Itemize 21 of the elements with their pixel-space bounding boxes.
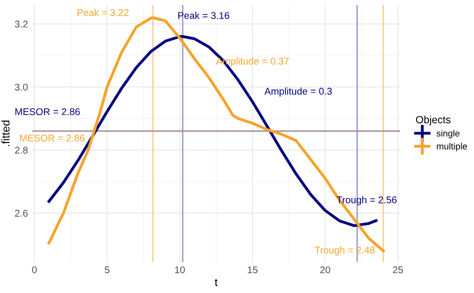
x-tick-label: 25: [392, 266, 403, 274]
legend-label: multiple: [436, 142, 468, 152]
x-tick-label: 15: [248, 266, 258, 274]
x-tick-label: 5: [104, 266, 110, 274]
x-tick-label: 0: [32, 266, 37, 274]
legend-label: single: [436, 130, 460, 138]
x-axis-title: t: [214, 278, 218, 286]
y-tick-label: 2.8: [15, 146, 28, 154]
annotation: Peak = 3.22: [78, 8, 128, 16]
x-tick-label: 10: [175, 266, 185, 274]
legend-title: Objects: [416, 116, 450, 126]
annotation: Peak = 3.16: [178, 12, 230, 19]
y-tick-label: 3.2: [14, 20, 28, 28]
annotation: Trough = 2.48: [314, 246, 375, 256]
annotation: Amplitude = 0.3: [264, 88, 332, 97]
annotation: MESOR = 2.86: [20, 134, 84, 142]
y-tick-label: 3.0: [14, 84, 28, 91]
x-tick-label: 20: [320, 266, 330, 274]
annotation: MESOR = 2.86: [15, 108, 80, 116]
y-tick-label: 2.6: [15, 210, 28, 217]
y-axis-title: .fitted: [1, 120, 10, 146]
